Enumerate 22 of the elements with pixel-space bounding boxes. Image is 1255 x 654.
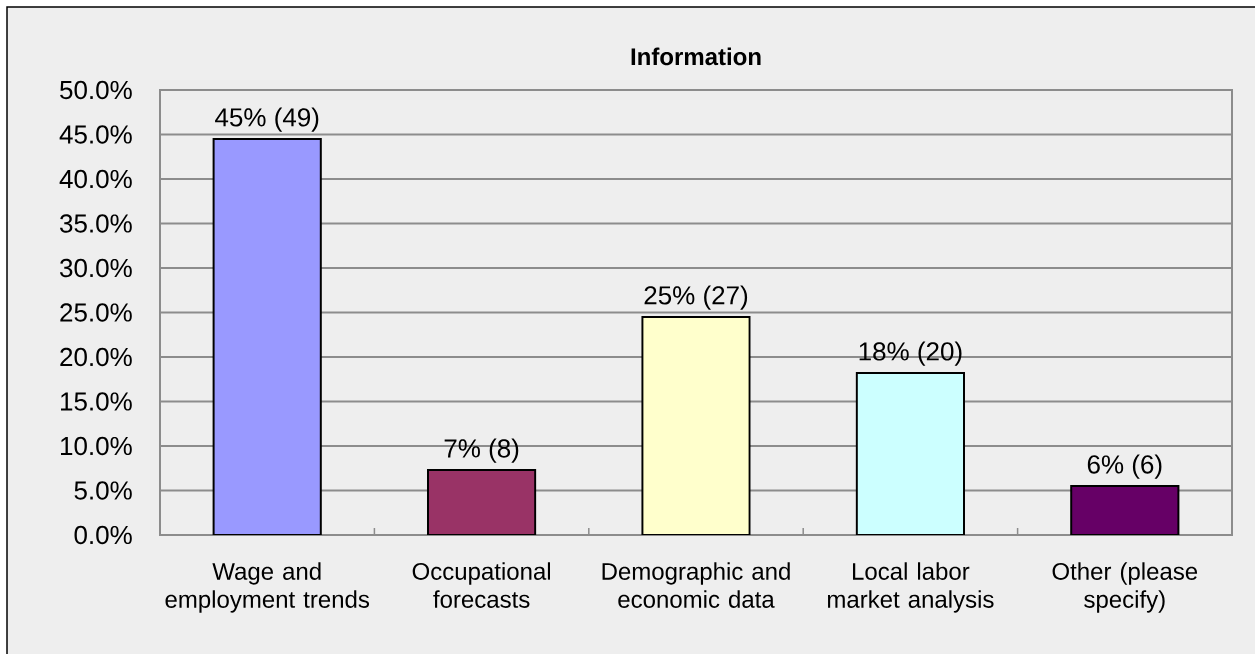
data-label: 18% (20) xyxy=(859,341,962,366)
y-tick-label: 25.0% xyxy=(60,303,132,322)
data-label: 45% (49) xyxy=(215,107,319,132)
y-tick-label: 50.0% xyxy=(60,80,132,100)
x-tick-label: Demographic and economic data xyxy=(602,562,790,608)
y-tick-label: 10.0% xyxy=(61,436,132,456)
x-tick-label: Occupational forecasts xyxy=(412,562,551,608)
y-tick-label: 30.0% xyxy=(60,258,132,278)
chart-title: Information xyxy=(631,47,761,66)
y-tick-label: 40.0% xyxy=(59,169,132,189)
y-tick-label: 0.0% xyxy=(74,525,132,545)
y-tick-label: 45.0% xyxy=(59,125,132,144)
x-tick-label: Other (please specify) xyxy=(1052,562,1198,613)
data-label: 7% (8) xyxy=(444,438,519,463)
data-label: 6% (6) xyxy=(1087,454,1162,479)
y-tick-label: 35.0% xyxy=(60,214,132,233)
y-tick-label: 20.0% xyxy=(60,347,132,367)
y-tick-label: 5.0% xyxy=(74,481,132,500)
x-tick-label: Wage and employment trends xyxy=(165,562,370,613)
y-tick-label: 15.0% xyxy=(61,392,132,411)
x-tick-label: Local labor market analysis xyxy=(827,562,994,613)
data-label: 25% (27) xyxy=(644,285,748,310)
